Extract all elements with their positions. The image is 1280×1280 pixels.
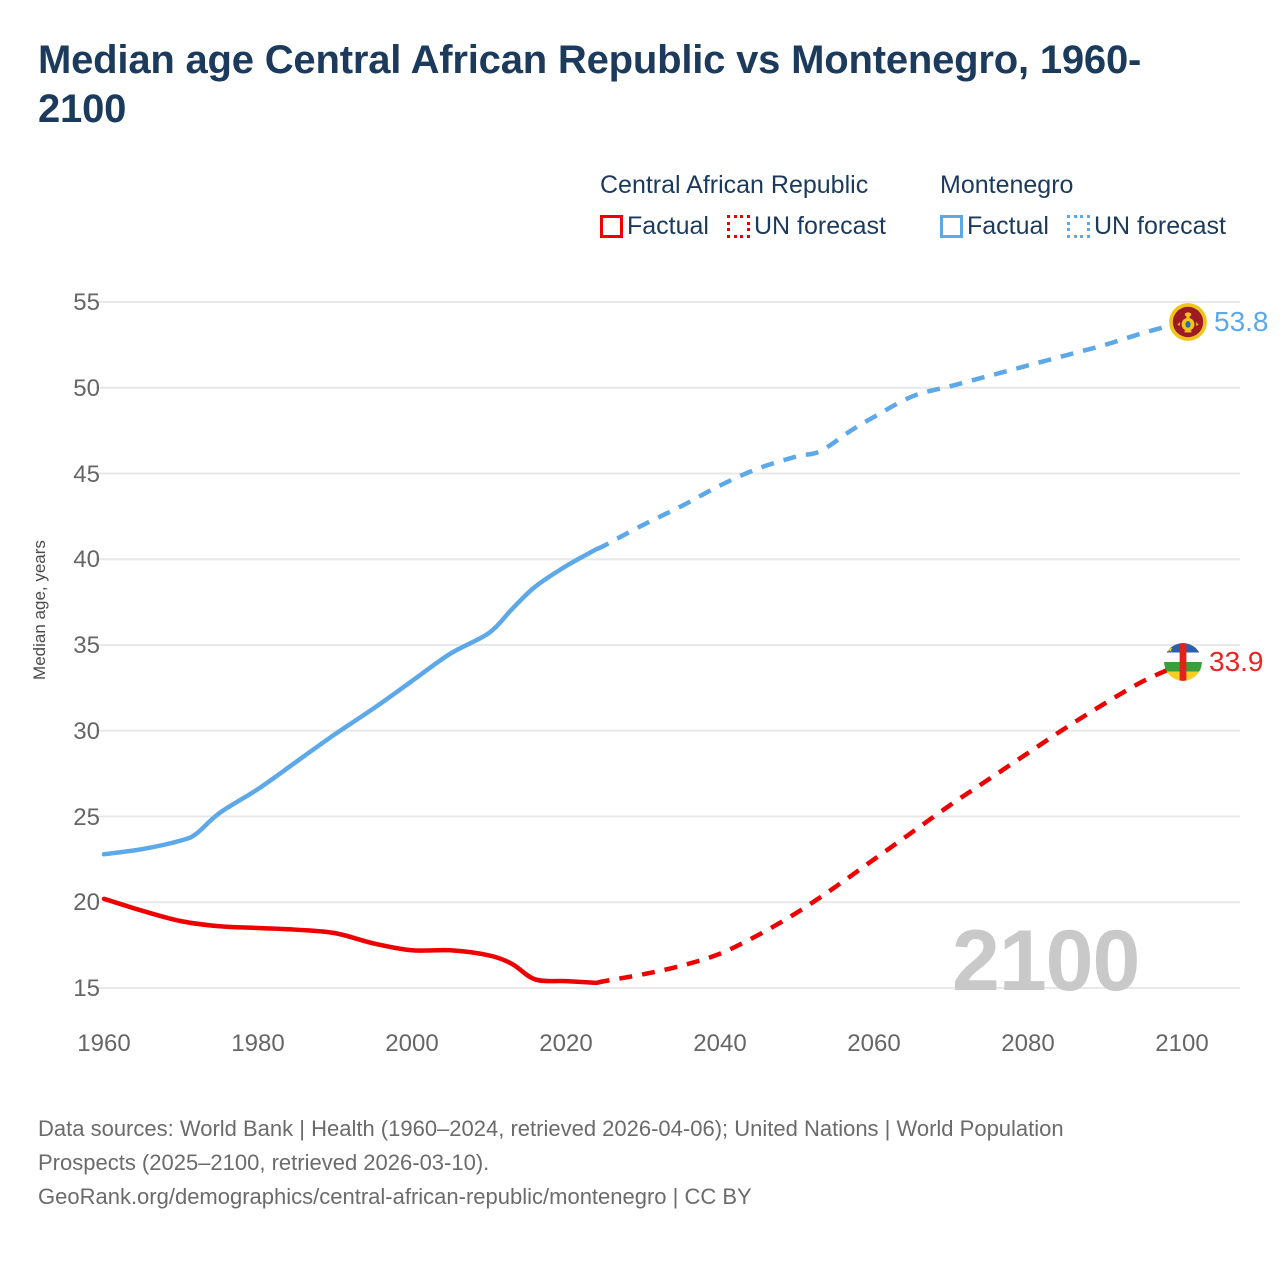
chart-legend: Central African Republic Factual UN fore… xyxy=(600,171,1260,252)
y-axis-tick-label: 50 xyxy=(73,374,100,402)
y-axis-tick-label: 45 xyxy=(73,460,100,488)
end-value-montenegro: 53.8 xyxy=(1214,306,1269,337)
y-axis-tick-label: 55 xyxy=(73,289,100,316)
y-axis-tick-label: 35 xyxy=(73,632,100,659)
x-axis-tick-label: 1960 xyxy=(77,1030,131,1057)
legend-item-mne-factual[interactable]: Factual xyxy=(940,212,1049,241)
end-label-montenegro: 53.8 xyxy=(1169,303,1269,341)
x-axis-tick-label: 1980 xyxy=(231,1030,285,1057)
x-axis-tick-label: 2100 xyxy=(1155,1030,1209,1057)
watermark-year: 2100 xyxy=(952,913,1140,1009)
central-african-republic-flag-icon xyxy=(1164,643,1202,681)
end-label-central-african-republic: 33.9 xyxy=(1164,643,1264,681)
y-axis-title: Median age, years xyxy=(30,540,49,680)
legend-item-car-forecast[interactable]: UN forecast xyxy=(726,211,886,241)
y-axis-tick-label: 25 xyxy=(73,803,100,831)
legend-item-car-factual[interactable]: Factual xyxy=(600,212,709,241)
page-title: Median age Central African Republic vs M… xyxy=(38,38,1142,131)
footer: Data sources: World Bank | Health (1960–… xyxy=(38,1112,1238,1214)
legend-item-mne-forecast[interactable]: UN forecast xyxy=(1066,211,1226,241)
y-axis-tick-label: 40 xyxy=(73,546,100,574)
y-axis-tick-label: 30 xyxy=(73,717,100,745)
legend-country-name: Montenegro xyxy=(940,171,1074,199)
legend-country-name: Central African Republic xyxy=(600,171,869,199)
legend-swatch-dotted-icon xyxy=(726,214,750,238)
legend-item-label: UN forecast xyxy=(753,211,886,240)
legend-group-montenegro: Montenegro Factual UN forecast xyxy=(940,171,1226,241)
legend-group-central-african-republic: Central African Republic Factual UN fore… xyxy=(600,171,886,241)
legend-swatch-solid-icon xyxy=(600,214,623,238)
y-axis-tick-label: 15 xyxy=(73,975,100,1002)
legend-swatch-dotted-icon xyxy=(1066,214,1090,238)
footer-attribution[interactable]: GeoRank.org/demographics/central-african… xyxy=(38,1184,752,1210)
legend-item-label: Factual xyxy=(627,211,709,240)
legend-item-label: Factual xyxy=(967,211,1049,240)
end-value-central-african-republic: 33.9 xyxy=(1209,646,1264,677)
y-axis-tick-label: 20 xyxy=(73,889,100,917)
x-axis-tick-label: 2020 xyxy=(539,1030,593,1057)
legend-swatch-solid-icon xyxy=(940,214,963,238)
montenegro-flag-icon xyxy=(1169,303,1207,341)
x-axis-tick-label: 2080 xyxy=(1001,1030,1055,1057)
footer-data-sources: Data sources: World Bank | Health (1960–… xyxy=(38,1116,1064,1176)
x-axis-tick-label: 2040 xyxy=(693,1030,747,1057)
x-axis-tick-label: 2000 xyxy=(385,1030,439,1057)
legend-item-label: UN forecast xyxy=(1093,211,1226,240)
x-axis-tick-label: 2060 xyxy=(847,1030,901,1057)
